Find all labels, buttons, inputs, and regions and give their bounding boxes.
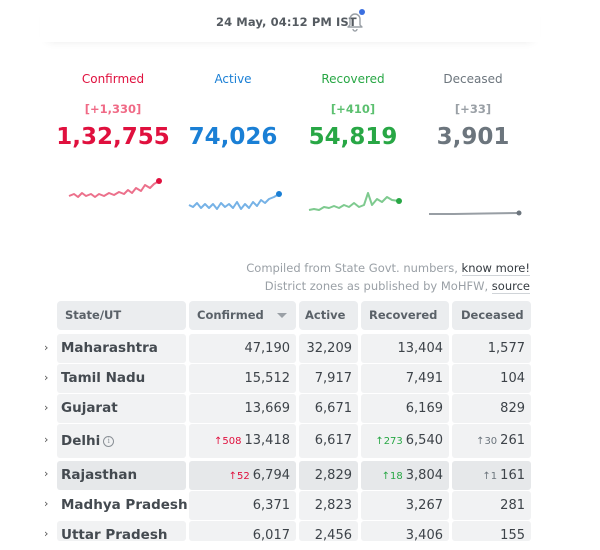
expand-chevron-icon[interactable]: › [44, 527, 49, 540]
state-name[interactable]: Gujarat [57, 394, 186, 423]
expand-chevron-icon[interactable]: › [44, 467, 49, 480]
header-bar [40, 0, 540, 42]
delta-recovered: ↑18 [381, 471, 403, 482]
state-name-label: Delhi [61, 433, 101, 449]
cell-deceased: 281 [452, 491, 531, 520]
note-text: District zones as published by MoHFW, [264, 279, 489, 293]
delta-deceased: ↑1 [482, 471, 498, 482]
value-recovered: 6,540 [405, 433, 443, 448]
cell-active: 2,829 [299, 461, 358, 490]
level-label: Confirmed [81, 72, 145, 86]
value-recovered: 3,804 [405, 468, 443, 483]
cell-deceased: 104 [452, 364, 531, 393]
delta-confirmed: ↑508 [214, 436, 242, 447]
level-label: Deceased [443, 72, 503, 86]
cell-active: 6,671 [299, 394, 358, 423]
cell-deceased: 155 [452, 521, 531, 543]
level-label: Active [214, 72, 252, 86]
state-name[interactable]: Madhya Pradesh [57, 491, 188, 520]
state-name[interactable]: Tamil Nadu [57, 364, 186, 393]
expand-chevron-icon[interactable]: › [44, 341, 49, 354]
state-name[interactable]: Uttar Pradesh [57, 521, 186, 543]
recovered-sparkline[interactable] [304, 185, 408, 221]
cell-recovered: 3,267 [361, 491, 449, 520]
cell-confirmed: 13,669 [189, 394, 296, 423]
delta-recovered: ↑273 [375, 436, 403, 447]
know-more-link[interactable]: know more! [461, 261, 530, 276]
cell-active: 32,209 [299, 334, 358, 363]
cell-deceased: ↑30 261 [452, 424, 531, 458]
cell-recovered: ↑273 6,540 [361, 424, 449, 458]
cell-recovered: ↑18 3,804 [361, 461, 449, 490]
confirmed-sparkline[interactable] [64, 170, 168, 206]
cell-confirmed: ↑52 6,794 [189, 461, 296, 490]
state-name[interactable]: Maharashtra [57, 334, 186, 363]
info-icon[interactable]: i [103, 436, 115, 447]
level-value: 54,819 [308, 124, 398, 150]
value-confirmed: 6,794 [252, 468, 290, 483]
cell-confirmed: 6,017 [189, 521, 296, 543]
cell-active: 7,917 [299, 364, 358, 393]
last-updated-timestamp: 24 May, 04:12 PM IST [216, 15, 357, 29]
cell-recovered: 3,406 [361, 521, 449, 543]
deceased-sparkline[interactable] [424, 200, 528, 224]
source-note-2: District zones as published by MoHFW, so… [264, 279, 530, 294]
cell-deceased: ↑1 161 [452, 461, 531, 490]
cell-deceased: 1,577 [452, 334, 531, 363]
level-value: 3,901 [436, 124, 510, 150]
level-value: 74,026 [188, 124, 278, 150]
header-active[interactable]: Active [299, 301, 358, 330]
expand-chevron-icon[interactable]: › [44, 371, 49, 384]
value-confirmed: 13,418 [244, 433, 291, 448]
level-delta: [+410] [330, 102, 376, 116]
cell-active: 2,456 [299, 521, 358, 543]
source-link[interactable]: source [491, 279, 530, 294]
expand-chevron-icon[interactable]: › [44, 401, 49, 414]
cell-confirmed: 47,190 [189, 334, 296, 363]
cell-recovered: 13,404 [361, 334, 449, 363]
expand-chevron-icon[interactable]: › [44, 433, 49, 446]
value-deceased: 161 [500, 468, 525, 483]
cell-confirmed: ↑508 13,418 [189, 424, 296, 458]
active-sparkline[interactable] [184, 185, 288, 221]
level-delta: [+1,330] [84, 102, 142, 116]
level-value: 1,32,755 [56, 124, 170, 150]
cell-active: 2,823 [299, 491, 358, 520]
value-deceased: 261 [500, 433, 525, 448]
level-label: Recovered [321, 72, 385, 86]
cell-confirmed: 6,371 [189, 491, 296, 520]
state-name[interactable]: Delhi i [57, 424, 186, 458]
header-state[interactable]: State/UT [57, 301, 186, 330]
state-name[interactable]: Rajasthan [57, 461, 186, 490]
cell-active: 6,617 [299, 424, 358, 458]
source-note-1: Compiled from State Govt. numbers, know … [246, 261, 530, 276]
sort-down-icon[interactable] [277, 313, 287, 319]
note-text: Compiled from State Govt. numbers, [246, 261, 458, 275]
cell-confirmed: 15,512 [189, 364, 296, 393]
cell-deceased: 829 [452, 394, 531, 423]
delta-confirmed: ↑52 [228, 471, 250, 482]
cell-recovered: 6,169 [361, 394, 449, 423]
delta-deceased: ↑30 [476, 436, 498, 447]
header-deceased[interactable]: Deceased [452, 301, 531, 330]
level-delta: [+33] [454, 102, 492, 116]
header-confirmed-label: Confirmed [197, 308, 264, 322]
expand-chevron-icon[interactable]: › [44, 497, 49, 510]
cell-recovered: 7,491 [361, 364, 449, 393]
header-confirmed[interactable]: Confirmed [189, 301, 296, 330]
header-recovered[interactable]: Recovered [361, 301, 449, 330]
bell-icon[interactable] [345, 8, 365, 32]
